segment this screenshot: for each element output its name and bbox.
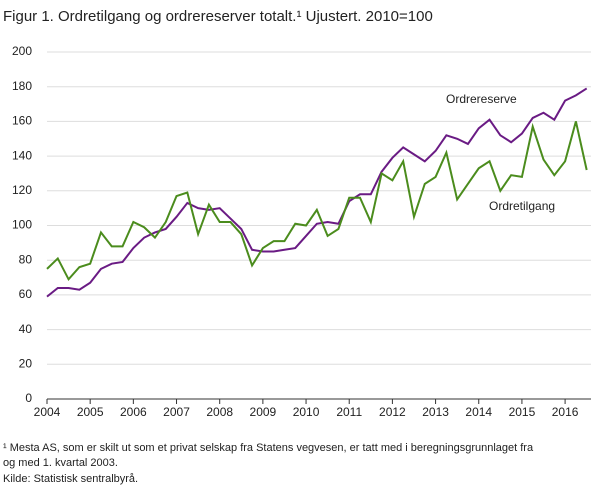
y-tick-label: 200: [12, 44, 32, 58]
source: Kilde: Statistisk sentralbyrå.: [3, 473, 138, 485]
x-tick-label: 2005: [77, 405, 104, 419]
x-tick-label: 2009: [250, 405, 277, 419]
footnote: ¹ Mesta AS, som er skilt ut som et priva…: [3, 442, 534, 454]
footnote: og med 1. kvartal 2003.: [3, 457, 118, 469]
y-tick-label: 120: [12, 183, 32, 197]
chart-title: Figur 1. Ordretilgang og ordrereserver t…: [3, 8, 433, 25]
y-tick-label: 160: [12, 114, 32, 128]
series-label: Ordretilgang: [489, 199, 555, 213]
y-tick-label: 80: [19, 252, 33, 266]
y-tick-label: 0: [25, 391, 32, 405]
y-tick-label: 140: [12, 148, 32, 162]
x-tick-label: 2010: [293, 405, 320, 419]
x-tick-label: 2014: [465, 405, 492, 419]
y-tick-label: 40: [19, 322, 33, 336]
x-tick-label: 2012: [379, 405, 406, 419]
y-tick-label: 100: [12, 218, 32, 232]
series-line: [46, 87, 588, 298]
x-tick-label: 2011: [336, 405, 362, 419]
y-tick-label: 60: [19, 287, 33, 301]
x-tick-label: 2008: [206, 405, 233, 419]
y-tick-label: 20: [19, 356, 33, 370]
x-tick-label: 2015: [509, 405, 536, 419]
x-tick-label: 2004: [34, 405, 61, 419]
x-tick-label: 2016: [552, 405, 579, 419]
series-line: [46, 121, 588, 282]
x-tick-label: 2006: [120, 405, 147, 419]
x-tick-label: 2007: [163, 405, 190, 419]
series-label: Ordrereserve: [446, 92, 517, 106]
y-tick-label: 180: [12, 79, 32, 93]
x-tick-label: 2013: [422, 405, 449, 419]
